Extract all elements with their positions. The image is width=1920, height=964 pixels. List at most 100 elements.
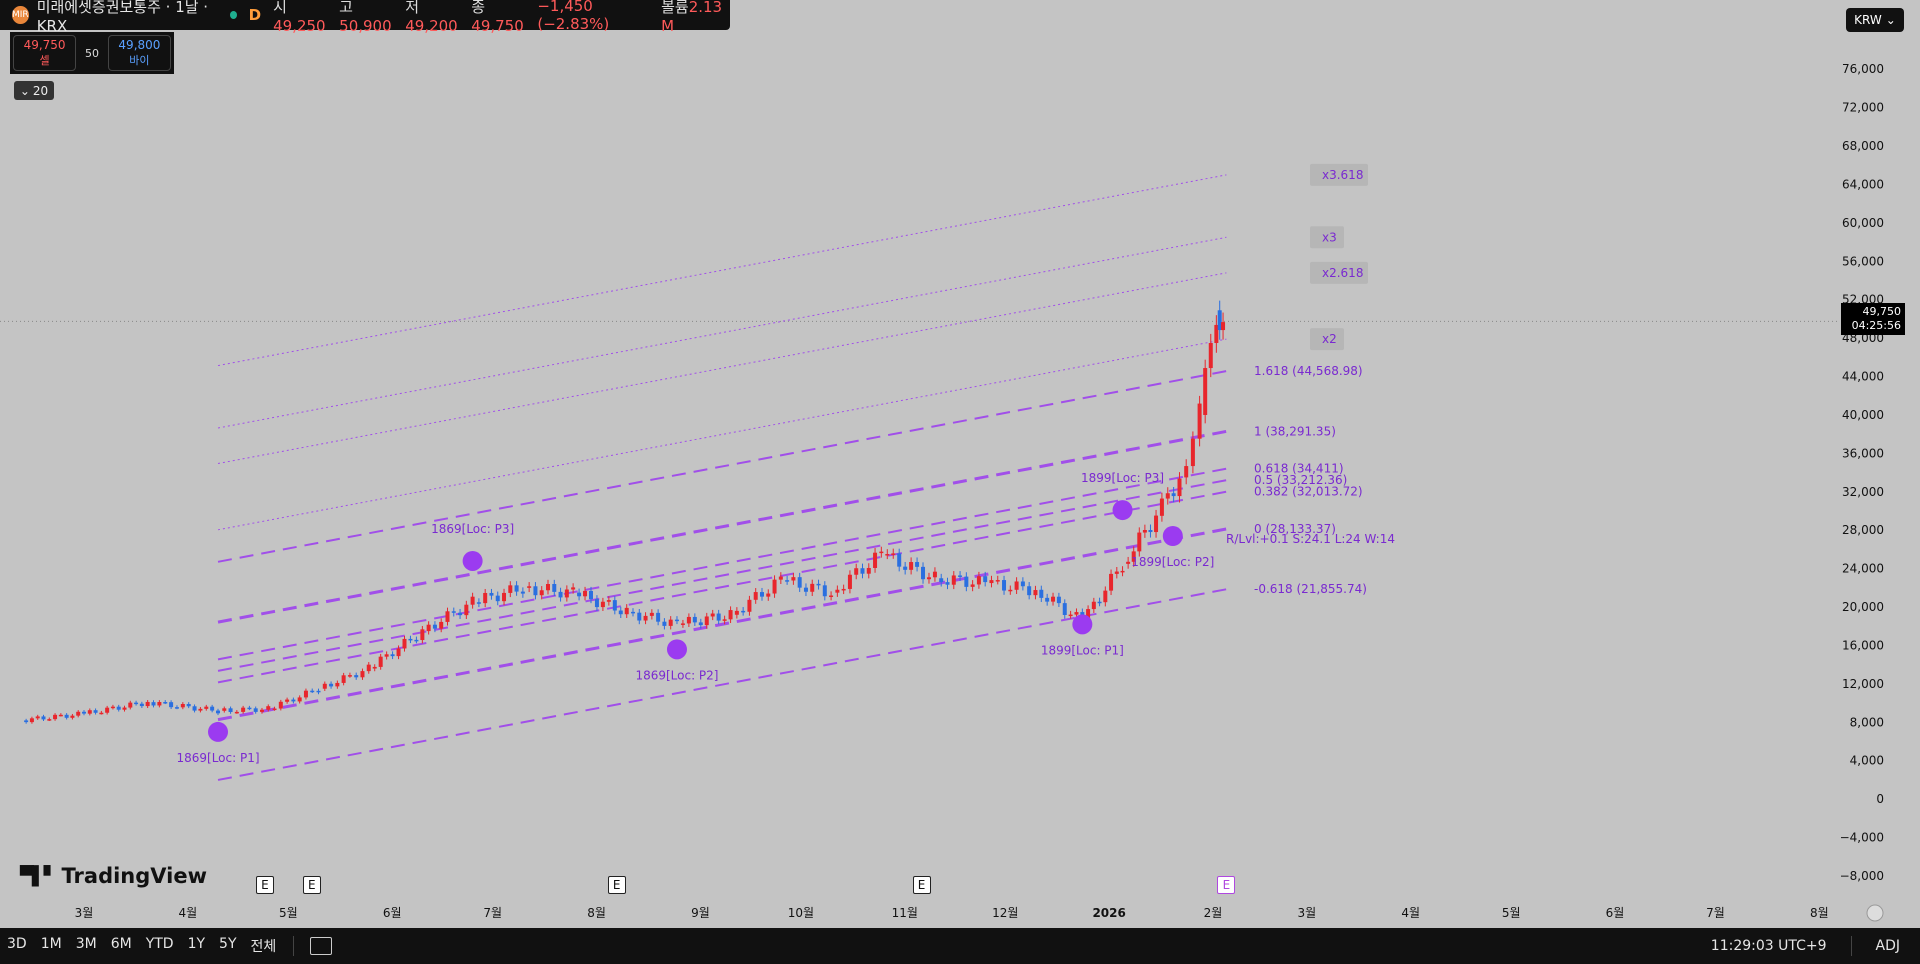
candle-body: [128, 702, 133, 708]
candle-body: [210, 706, 215, 711]
y-tick-label: 40,000: [1842, 408, 1884, 422]
y-tick-label: 8,000: [1850, 715, 1884, 729]
candle-body: [1086, 609, 1091, 622]
candle-body: [1051, 596, 1056, 602]
x-tick-label: 4월: [179, 906, 198, 920]
timeframe-button[interactable]: YTD: [145, 936, 174, 952]
candle-body: [483, 592, 488, 604]
earnings-badge[interactable]: E: [302, 876, 321, 894]
candle-body: [105, 707, 110, 713]
currency-label: KRW: [1854, 13, 1882, 27]
symbol-title[interactable]: 미래에셋증권보통주 · 1날 · KRX: [36, 0, 209, 35]
sell-price: 49,750: [23, 38, 66, 52]
currency-button[interactable]: KRW ⌄: [1846, 8, 1904, 32]
candle-body: [558, 591, 563, 598]
open-price: 49,250: [273, 16, 326, 35]
candle-body: [1068, 614, 1073, 617]
low-label: 저: [405, 0, 420, 16]
earnings-badge[interactable]: E: [607, 876, 626, 894]
timeframe-button[interactable]: 전체: [250, 939, 277, 955]
clock[interactable]: 11:29:03 UTC+9: [1710, 938, 1827, 954]
candle-body: [1148, 530, 1153, 533]
candle-body: [1171, 493, 1176, 497]
sell-button[interactable]: 49,750 셀: [13, 35, 77, 71]
pivot-label: 1899[Loc: P3]: [1081, 471, 1164, 485]
price-chart[interactable]: 1869[Loc: P1] 1869[Loc: P2] 1869[Loc: P3] 1…: [0, 0, 1920, 928]
channel-line: [217, 236, 1227, 429]
candle-body: [766, 593, 771, 597]
candle-body: [259, 709, 264, 712]
timeframe-button[interactable]: 6M: [110, 936, 132, 952]
earnings-badge[interactable]: E: [1217, 876, 1236, 894]
indicator-toggle-button[interactable]: ⌄ 20: [14, 81, 54, 100]
candle-body: [1062, 603, 1067, 615]
candle-body: [741, 610, 746, 613]
candle-body: [612, 600, 617, 611]
candle-body: [552, 583, 557, 592]
candle-body: [222, 708, 227, 711]
close-label: 종: [471, 0, 486, 16]
timeframe-buttons: 3D 1M 3M 6M YTD 1Y 5Y 전체: [0, 936, 283, 956]
candle-body: [583, 590, 588, 597]
timeframe-button[interactable]: 1Y: [187, 936, 206, 952]
candle-body: [680, 623, 685, 625]
candle-body: [341, 675, 346, 683]
candle-body: [228, 708, 233, 713]
candle-body: [753, 592, 758, 600]
candle-body: [192, 706, 197, 711]
extension-label: x2: [1322, 332, 1337, 346]
candle-body: [1208, 342, 1213, 369]
volume-amount: 2.13 M: [661, 0, 723, 35]
earnings-badge[interactable]: E: [255, 876, 274, 894]
candle-body: [180, 703, 185, 708]
y-tick-label: 56,000: [1842, 254, 1884, 268]
calendar-icon[interactable]: [310, 937, 333, 955]
candle-body: [384, 654, 389, 657]
extension-label: x3: [1322, 230, 1337, 244]
candle-body: [662, 621, 667, 626]
resolution-badge[interactable]: D: [248, 6, 262, 24]
pivot-point: [208, 721, 229, 742]
y-tick-label: 16,000: [1842, 638, 1884, 652]
candle-body: [1114, 571, 1119, 574]
timeframe-button[interactable]: 5Y: [219, 936, 237, 952]
open-value: 시49,250: [273, 0, 331, 35]
adj-button[interactable]: ADJ: [1875, 938, 1901, 954]
timeframe-button[interactable]: 3D: [7, 936, 27, 952]
candle-body: [1214, 324, 1219, 343]
pivot-label: 1869[Loc: P2]: [635, 668, 718, 682]
candle-body: [145, 701, 150, 707]
candle-body: [70, 715, 75, 718]
sell-label: 셀: [39, 54, 50, 67]
candle-body: [35, 716, 40, 719]
tradingview-logo[interactable]: ▀▌▘ TradingView: [20, 864, 207, 888]
y-tick-label: 20,000: [1842, 600, 1884, 614]
candle-body: [932, 571, 937, 578]
timeframe-button[interactable]: 3M: [75, 936, 97, 952]
price-axis[interactable]: 76,00072,00068,00064,00060,00056,00052,0…: [1840, 62, 1884, 883]
candle-body: [253, 708, 258, 712]
spread-value: 50: [85, 46, 99, 60]
y-tick-label: 36,000: [1842, 446, 1884, 460]
candle-body: [372, 666, 377, 669]
candle-body: [278, 701, 283, 709]
channel-line: [217, 490, 1227, 684]
candle-body: [266, 706, 271, 710]
candle-body: [692, 616, 697, 623]
candle-body: [87, 710, 92, 714]
pivot-point: [462, 550, 483, 571]
candle-body: [458, 612, 463, 616]
earnings-badge[interactable]: E: [912, 876, 931, 894]
high-label: 고: [339, 0, 353, 16]
candle-body: [122, 707, 127, 710]
time-axis[interactable]: 3월 4월 5월 6월 7월 8월 9월 10월 11월 12월 2026 2월 3월 4월 5월 6월 7월 8…: [75, 904, 1884, 922]
candle-body: [797, 577, 802, 588]
timeframe-button[interactable]: 1M: [40, 936, 62, 952]
candle-body: [873, 552, 878, 568]
level-label: 0.382 (32,013.72): [1254, 485, 1363, 499]
candle-body: [637, 612, 642, 621]
buy-button[interactable]: 49,800 바이: [107, 35, 171, 71]
candle-body: [1045, 597, 1050, 602]
candle-body: [656, 612, 661, 622]
candle-body: [759, 592, 764, 597]
